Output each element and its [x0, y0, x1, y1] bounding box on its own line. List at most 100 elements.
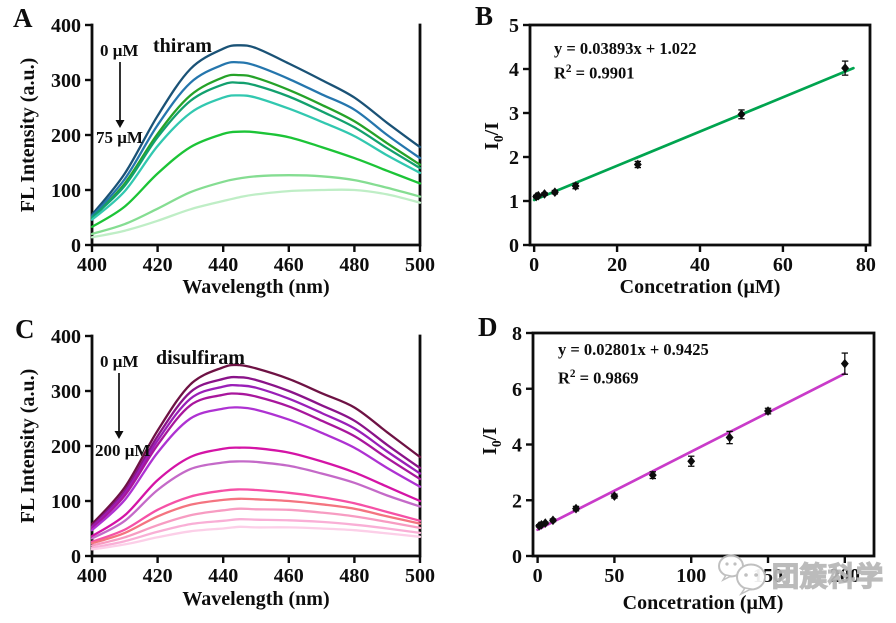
svg-text:300: 300 [51, 70, 81, 92]
svg-text:4: 4 [512, 435, 522, 457]
panel-d: 0 50 100 150 200 0 2 4 6 8 D y = 0.02801x + 0.942… [448, 311, 896, 623]
svg-text:200: 200 [51, 436, 81, 458]
panel-c-chart: 400 420 440 460 480 500 0 100 200 300 400 [51, 326, 435, 587]
svg-text:2: 2 [509, 147, 519, 169]
panel-a-title: thiram [153, 35, 212, 57]
svg-text:400: 400 [77, 565, 107, 587]
svg-text:6: 6 [512, 379, 522, 401]
spectrum-curve-10 [90, 507, 422, 547]
scatter-point [737, 109, 746, 120]
panel-d-r-squared: R2 = 0.9869 [558, 368, 639, 388]
svg-text:480: 480 [339, 565, 369, 587]
svg-text:8: 8 [512, 323, 522, 345]
scatter-point [534, 190, 543, 201]
scatter-point [725, 432, 734, 443]
svg-text:40: 40 [690, 254, 710, 276]
svg-text:500: 500 [405, 254, 435, 276]
spectrum-curve-3 [90, 384, 422, 529]
tick-marks [523, 23, 868, 252]
spectrum-curve-8 [90, 488, 422, 543]
scatter-point [549, 515, 557, 526]
svg-text:80: 80 [856, 254, 876, 276]
panel-d-equation: y = 0.02801x + 0.9425 [558, 340, 709, 359]
panel-b-chart: 0 20 40 60 80 0 1 2 3 4 5 [509, 15, 876, 276]
svg-text:2: 2 [512, 490, 522, 512]
tick-marks [526, 331, 847, 563]
svg-text:100: 100 [676, 565, 706, 587]
panel-c-ylabel: FL Intensity (a.u.) [17, 368, 39, 524]
spectrum-curve-1 [90, 363, 422, 526]
panel-b-label: B [475, 1, 494, 31]
svg-text:420: 420 [143, 565, 173, 587]
svg-text:50: 50 [604, 565, 624, 587]
panel-c-title: disulfiram [156, 347, 245, 369]
panel-a: 400 420 440 460 480 500 0 100 200 300 400 A thiram… [0, 0, 448, 311]
panel-b-r-squared: R2 = 0.9901 [554, 63, 635, 83]
svg-text:460: 460 [274, 565, 304, 587]
data-points [532, 60, 850, 202]
scatter-point [550, 187, 559, 198]
svg-text:60: 60 [773, 254, 793, 276]
scatter-point [764, 406, 772, 416]
svg-text:0: 0 [529, 254, 539, 276]
tick-labels: 400 420 440 460 480 500 0 100 200 300 400 [51, 326, 435, 587]
fit-line [532, 66, 855, 202]
tick-marks [85, 334, 422, 563]
svg-text:0: 0 [533, 565, 543, 587]
scatter-point [541, 518, 550, 528]
spectrum-curve-7 [90, 174, 422, 236]
scatter-point [610, 491, 619, 501]
svg-text:0: 0 [512, 546, 522, 568]
panel-b: 0 20 40 60 80 0 1 2 3 4 5 B y = 0.03893x + 1.022 R… [448, 0, 896, 311]
panel-d-label: D [478, 312, 498, 342]
spectrum-curve-3 [90, 73, 422, 220]
panel-a-chart: 400 420 440 460 480 500 0 100 200 300 400 [51, 15, 435, 276]
svg-text:100: 100 [51, 491, 81, 513]
scatter-point [841, 63, 850, 73]
spectrum-curve-5 [90, 406, 422, 532]
scatter-point [572, 503, 580, 514]
panel-a-ylabel: FL Intensity (a.u.) [17, 57, 39, 213]
tick-marks [85, 23, 422, 252]
scatter-point [648, 470, 657, 480]
panel-d-xlabel: Concetration (μM) [622, 592, 784, 614]
svg-text:100: 100 [51, 180, 81, 202]
svg-text:1: 1 [509, 191, 519, 213]
svg-text:400: 400 [51, 15, 81, 37]
panel-a-label: A [13, 3, 33, 33]
spectrum-curve-8 [90, 188, 422, 239]
tick-labels: 0 20 40 60 80 0 1 2 3 4 5 [509, 15, 876, 276]
svg-text:4: 4 [509, 59, 519, 81]
chat-bubbles-icon [718, 554, 766, 596]
tick-labels: 400 420 440 460 480 500 0 100 200 300 400 [51, 15, 435, 276]
svg-text:0: 0 [71, 235, 81, 257]
svg-text:0: 0 [509, 235, 519, 257]
spectrum-curve-2 [90, 375, 422, 528]
svg-text:480: 480 [339, 254, 369, 276]
svg-text:400: 400 [51, 326, 81, 348]
scatter-point [840, 358, 849, 369]
svg-text:300: 300 [51, 381, 81, 403]
svg-text:460: 460 [274, 254, 304, 276]
panel-c-conc-start: 0 μM [100, 352, 139, 371]
spectrum-curve-1 [90, 44, 422, 216]
panel-c-conc-end: 200 μM [95, 441, 151, 460]
spectrum-curve-5 [90, 94, 422, 221]
svg-text:0: 0 [71, 546, 81, 568]
scatter-point [687, 456, 696, 467]
fit-line [536, 372, 847, 532]
spectrum-curve-4 [90, 81, 422, 219]
svg-text:5: 5 [509, 15, 519, 37]
spectrum-curve-4 [90, 392, 422, 530]
watermark: 团簇科学 [716, 551, 884, 597]
svg-text:20: 20 [607, 254, 627, 276]
panel-a-conc-end: 75 μM [96, 128, 143, 147]
spectrum-curve-11 [90, 518, 422, 549]
watermark-text: 团簇科学 [771, 561, 884, 593]
scatter-point [540, 189, 549, 199]
panel-b-ylabel: I0/I [481, 122, 507, 150]
panel-d-ylabel: I0/I [479, 427, 505, 455]
panel-c-label: C [15, 314, 35, 344]
